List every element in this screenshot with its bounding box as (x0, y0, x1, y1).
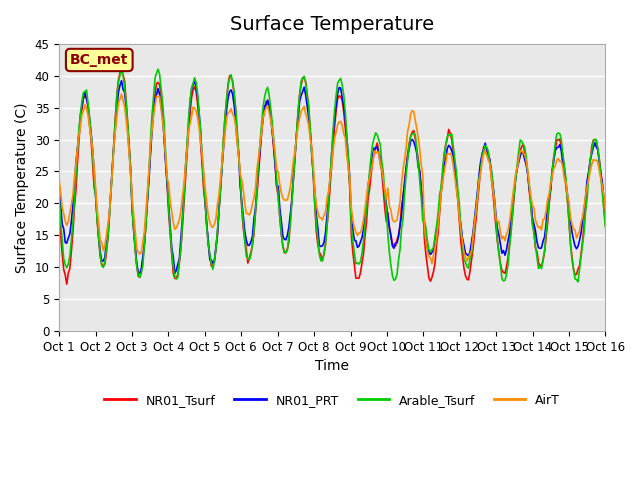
Arable_Tsurf (55, 194, 63, 200)
NR01_Tsurf (125, 143, 133, 148)
Arable_Tsurf (573, 277, 580, 283)
Arable_Tsurf (247, 252, 255, 258)
Arable_Tsurf (238, 203, 246, 208)
NR01_Tsurf (297, 83, 305, 88)
Title: Surface Temperature: Surface Temperature (230, 15, 435, 34)
Arable_Tsurf (220, 135, 227, 141)
Line: Arable_Tsurf: Arable_Tsurf (59, 68, 605, 282)
AirT (574, 232, 582, 238)
NR01_PRT (297, 93, 305, 98)
Line: NR01_PRT: NR01_PRT (59, 81, 605, 274)
NR01_Tsurf (574, 266, 582, 272)
NR01_PRT (118, 78, 125, 84)
NR01_Tsurf (118, 68, 125, 74)
AirT (124, 131, 131, 137)
AirT (296, 116, 303, 121)
Text: BC_met: BC_met (70, 53, 129, 67)
Line: AirT: AirT (59, 94, 605, 264)
AirT (220, 145, 227, 151)
Line: NR01_Tsurf: NR01_Tsurf (59, 71, 605, 284)
NR01_PRT (136, 271, 143, 276)
NR01_Tsurf (221, 114, 229, 120)
AirT (118, 91, 125, 97)
Arable_Tsurf (118, 65, 125, 71)
NR01_PRT (239, 213, 247, 219)
AirT (247, 208, 255, 214)
NR01_Tsurf (239, 226, 247, 231)
NR01_PRT (248, 233, 256, 239)
AirT (55, 177, 63, 183)
Arable_Tsurf (124, 120, 131, 126)
X-axis label: Time: Time (316, 359, 349, 373)
Legend: NR01_Tsurf, NR01_PRT, Arable_Tsurf, AirT: NR01_Tsurf, NR01_PRT, Arable_Tsurf, AirT (99, 389, 565, 412)
NR01_Tsurf (602, 222, 609, 228)
NR01_Tsurf (248, 242, 256, 248)
NR01_PRT (574, 243, 582, 249)
Arable_Tsurf (296, 93, 303, 98)
NR01_PRT (221, 125, 229, 131)
AirT (238, 177, 246, 182)
AirT (602, 206, 609, 212)
NR01_Tsurf (63, 281, 70, 287)
NR01_PRT (55, 185, 63, 191)
NR01_PRT (602, 202, 609, 208)
Arable_Tsurf (602, 224, 609, 230)
Y-axis label: Surface Temperature (C): Surface Temperature (C) (15, 102, 29, 273)
NR01_PRT (124, 127, 131, 133)
AirT (428, 261, 436, 266)
NR01_Tsurf (55, 205, 63, 211)
Arable_Tsurf (574, 279, 582, 285)
